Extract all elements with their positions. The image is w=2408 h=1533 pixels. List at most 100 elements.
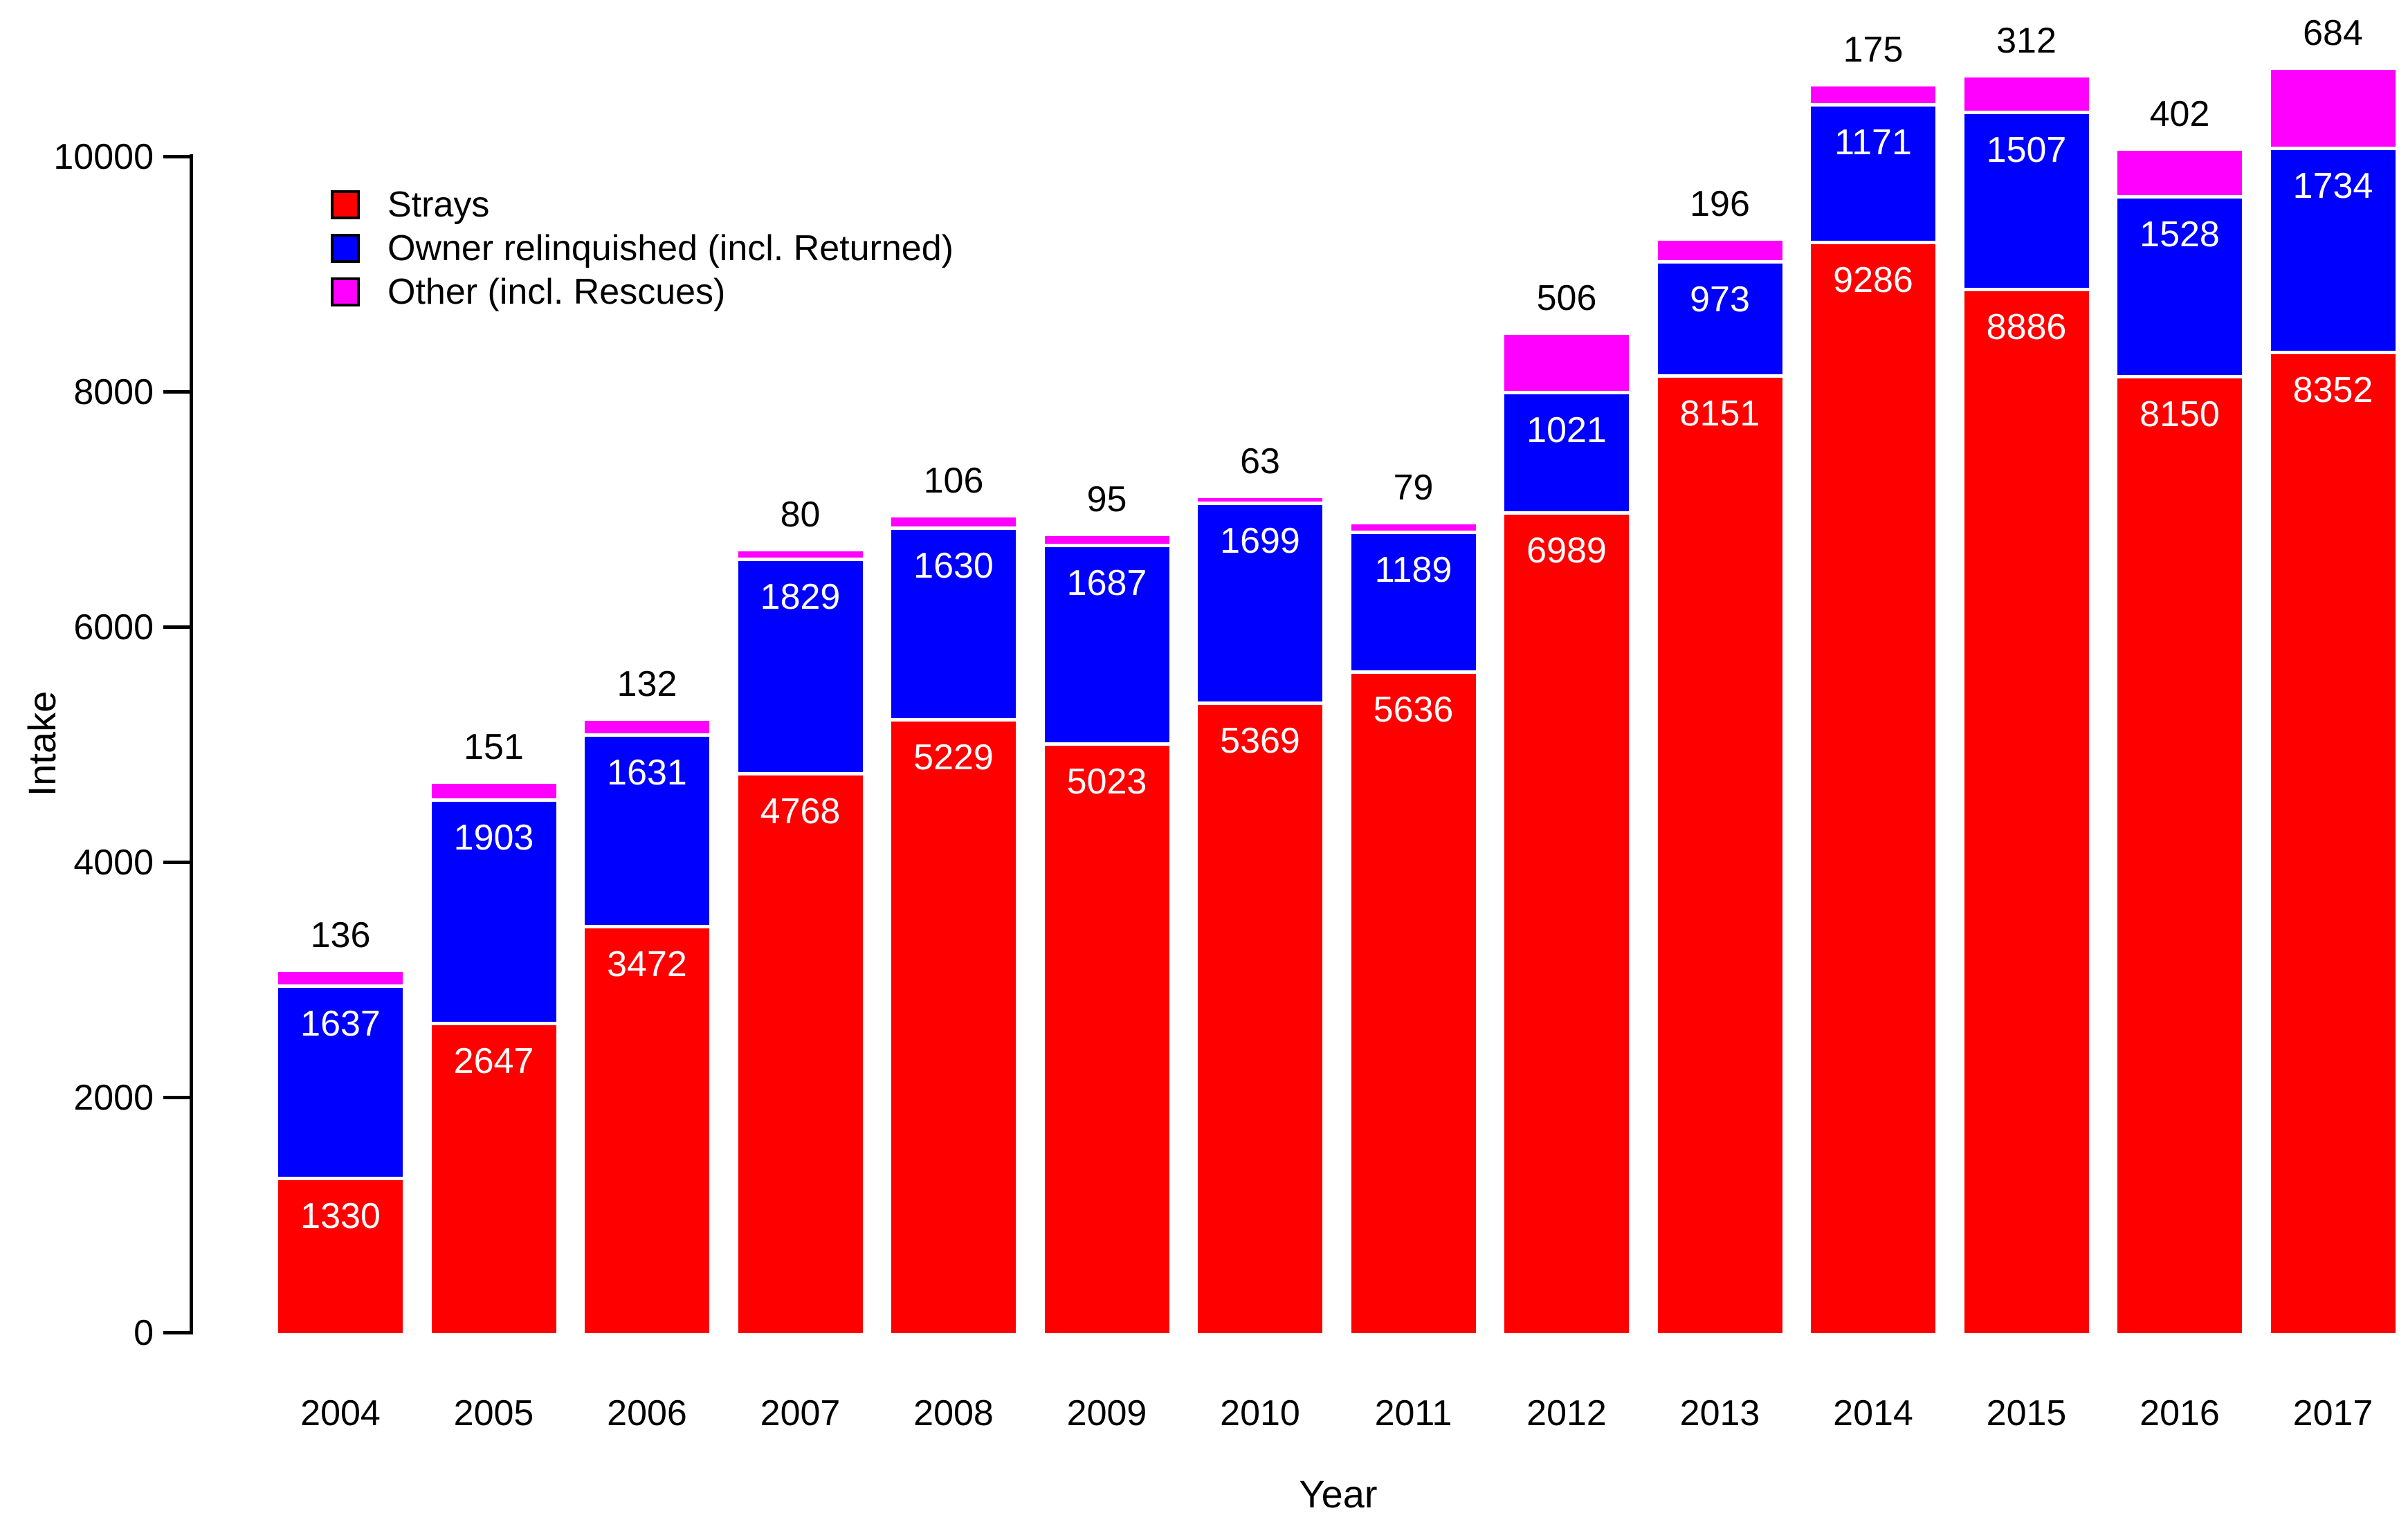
other-value-label: 63 [1240,441,1280,481]
segment-value-label: 8886 [1986,307,2067,347]
bar-2010: 63 1699 5369 2010 [1198,441,1322,1433]
bar-2009: 95 1687 5023 2009 [1044,479,1169,1433]
other-value-label: 80 [780,494,821,535]
segment-value-label: 5023 [1066,762,1147,802]
other-value-label: 132 [617,664,677,705]
segment-value-label: 1734 [2292,166,2373,206]
bar-segment-strays: 5636 [1351,673,1476,1333]
bar-segment-owner-relinquished: 1829 [738,560,863,773]
y-tick-label: 0 [134,1313,154,1353]
bar-2005: 151 1903 2647 2005 [431,726,556,1433]
bar-segment-owner-relinquished: 1021 [1504,394,1629,511]
y-tick-mark [163,1096,190,1099]
legend-label: Owner relinquished (incl. Returned) [387,228,954,268]
other-value-label: 684 [2303,13,2363,54]
bar-segment-strays: 8151 [1657,378,1782,1333]
bar-segment-other [278,971,403,984]
bar-segment-owner-relinquished: 1507 [1964,114,2089,288]
bar-segment-owner-relinquished: 1631 [585,736,709,925]
segment-value-label: 973 [1690,279,1750,319]
x-tick-label: 2007 [760,1393,841,1433]
bar-2014: 175 1171 9286 2014 [1811,29,1935,1433]
bar-segment-other [1964,77,2089,111]
segment-value-label: 1189 [1374,549,1452,589]
bar-2011: 79 1189 5636 2011 [1351,468,1476,1433]
other-value-label: 506 [1536,278,1597,319]
other-value-label: 402 [2149,94,2210,135]
bar-segment-owner-relinquished: 1171 [1811,107,1935,241]
legend-item-owner-relinquished: Owner relinquished (incl. Returned) [331,226,954,270]
other-swatch-icon [331,277,360,306]
bar-segment-other [1198,497,1322,502]
y-tick-label: 4000 [73,843,154,883]
segment-value-label: 8150 [2140,394,2220,434]
bar-segment-owner-relinquished: 1528 [2117,198,2242,375]
segment-value-label: 5369 [1220,721,1300,761]
bar-segment-owner-relinquished: 1699 [1198,505,1322,702]
bar-segment-strays: 8886 [1964,291,2089,1333]
bar-2008: 106 1630 5229 2008 [891,460,1016,1433]
segment-value-label: 3472 [607,944,687,984]
other-value-label: 79 [1393,468,1434,508]
segment-value-label: 8151 [1679,394,1760,434]
bar-segment-strays: 8150 [2117,378,2242,1333]
bar-2007: 80 1829 4768 2007 [738,494,863,1433]
bar-segment-other [1657,240,1782,260]
x-tick-label: 2011 [1374,1393,1452,1433]
segment-value-label: 1021 [1526,410,1607,450]
bar-segment-strays: 5023 [1044,746,1169,1333]
bar-segment-other [1504,335,1629,392]
y-tick-mark [163,861,190,864]
bar-segment-other [431,783,556,798]
segment-value-label: 1630 [913,545,994,585]
bar-2006: 132 1631 3472 2006 [585,664,709,1433]
bar-segment-owner-relinquished: 1189 [1351,533,1476,670]
legend: Strays Owner relinquished (incl. Returne… [331,183,954,313]
segment-value-label: 1903 [453,817,534,857]
x-tick-label: 2004 [300,1393,381,1433]
other-value-label: 106 [923,460,984,501]
bar-2015: 312 1507 8886 2015 [1964,21,2089,1433]
bar-2017: 684 1734 8352 2017 [2270,13,2396,1433]
x-tick-label: 2010 [1220,1393,1300,1433]
bar-segment-other [891,517,1016,526]
segment-value-label: 5229 [913,737,994,778]
bar-segment-other [2117,151,2242,195]
bar-segment-owner-relinquished: 1687 [1044,547,1169,743]
segment-value-label: 1528 [2140,214,2220,254]
x-tick-label: 2008 [913,1393,994,1433]
x-tick-label: 2006 [607,1393,687,1433]
bar-segment-other [2270,70,2396,147]
y-axis-line [190,154,193,1334]
strays-swatch-icon [331,190,360,219]
other-value-label: 175 [1843,29,1904,70]
legend-label: Strays [387,184,490,225]
bar-segment-strays: 1330 [278,1179,403,1333]
bar-segment-strays: 3472 [585,928,709,1333]
x-tick-label: 2016 [2140,1393,2220,1433]
bar-segment-other [1044,536,1169,544]
segment-value-label: 1507 [1986,130,2067,170]
x-tick-label: 2015 [1986,1393,2067,1433]
bar-segment-owner-relinquished: 973 [1657,263,1782,375]
owner-relinquished-swatch-icon [331,233,360,263]
bar-2004: 136 1637 1330 2004 [278,915,403,1433]
segment-value-label: 1171 [1834,122,1912,163]
segment-value-label: 1699 [1220,521,1300,561]
y-tick-label: 8000 [73,372,154,412]
bar-segment-strays: 4768 [738,775,863,1333]
segment-value-label: 9286 [1833,260,1913,300]
segment-value-label: 5636 [1373,689,1454,729]
other-value-label: 151 [464,726,524,767]
bar-segment-owner-relinquished: 1630 [891,529,1016,719]
y-tick-label: 2000 [73,1078,154,1118]
bar-2013: 196 973 8151 2013 [1657,184,1782,1433]
y-tick-mark [163,1331,190,1334]
x-tick-label: 2009 [1066,1393,1147,1433]
y-tick-label: 6000 [73,607,154,648]
y-tick-mark [163,390,190,394]
legend-item-strays: Strays [331,183,954,226]
bar-segment-other [1811,86,1935,104]
bar-segment-strays: 8352 [2270,354,2396,1333]
